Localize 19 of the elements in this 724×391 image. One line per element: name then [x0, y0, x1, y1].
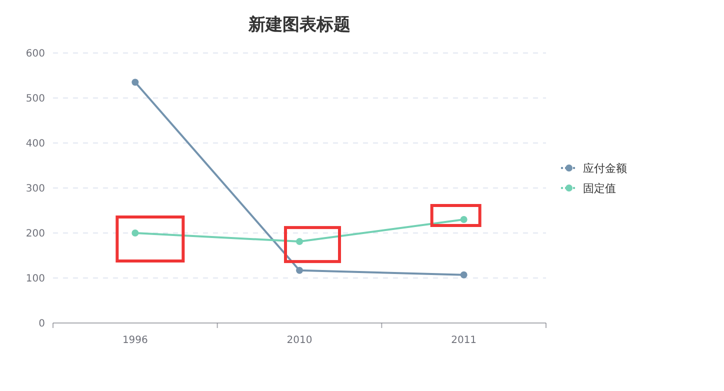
x-tick-label: 2011	[451, 335, 477, 346]
y-tick-label: 600	[26, 48, 45, 60]
x-tick-label: 1996	[122, 335, 148, 346]
y-tick-label: 400	[26, 138, 45, 150]
chart-title: 新建图表标题	[248, 15, 350, 35]
y-tick-label: 100	[26, 274, 45, 284]
y-tick-label: 500	[26, 94, 45, 104]
point	[296, 266, 303, 274]
legend-label: 应付金额	[583, 162, 627, 175]
y-tick-label: 300	[26, 184, 45, 194]
point	[296, 238, 303, 246]
point	[132, 78, 139, 86]
y-tick-label: 200	[26, 228, 45, 240]
point	[132, 230, 139, 236]
y-tick-label: 0	[38, 318, 45, 330]
legend-label: 固定值	[583, 182, 616, 195]
point	[460, 216, 468, 223]
x-tick-label: 2010	[286, 335, 312, 346]
point	[460, 271, 468, 278]
